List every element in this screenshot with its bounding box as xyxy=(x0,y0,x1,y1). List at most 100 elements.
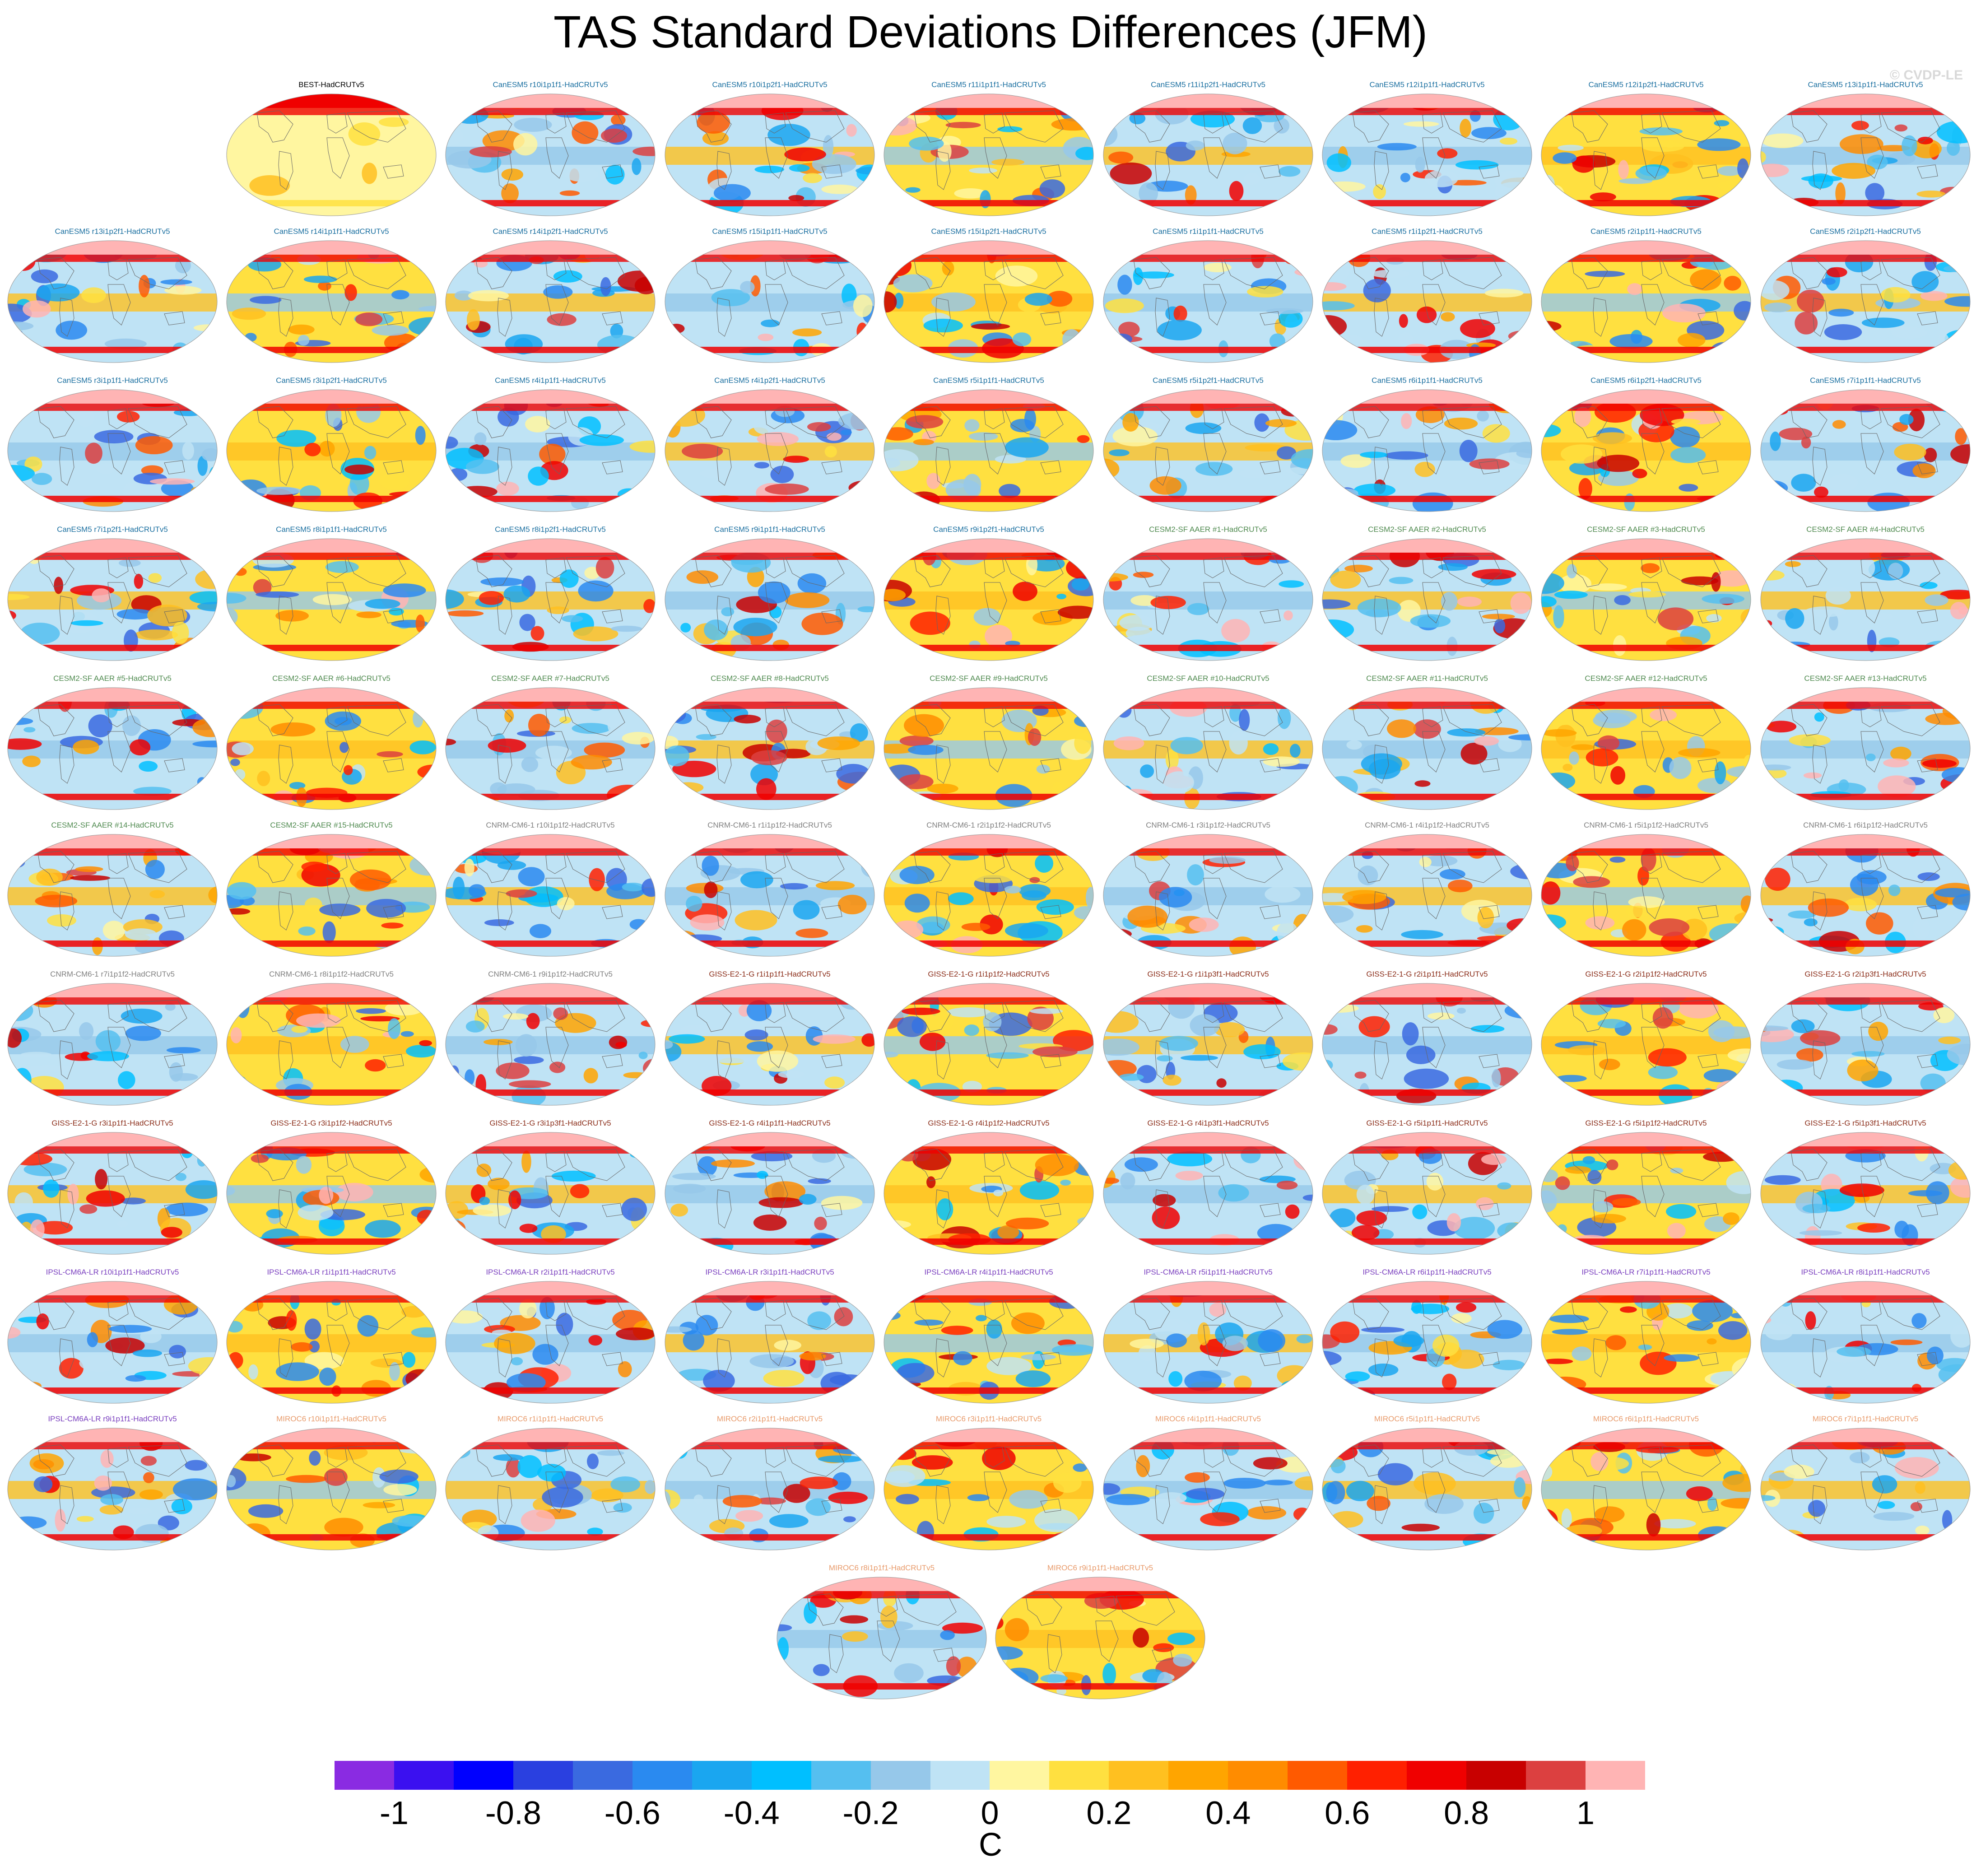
coastline xyxy=(1352,257,1389,289)
anomaly-blob xyxy=(145,860,165,879)
panel-title: CanESM5 r12i1p1f1-HadCRUTv5 xyxy=(1369,80,1485,89)
coastline xyxy=(765,706,786,727)
anomaly-blob xyxy=(600,277,611,296)
anomaly-blob xyxy=(1628,896,1665,908)
coastline xyxy=(935,1040,951,1080)
coastline xyxy=(1133,1444,1170,1477)
panel-title: GISS-E2-1-G r4i1p1f2-HadCRUTv5 xyxy=(928,1119,1050,1127)
anomaly-blob xyxy=(1346,1480,1374,1501)
map-border xyxy=(665,834,875,957)
anomaly-blob xyxy=(686,895,702,912)
anomaly-blob xyxy=(1353,484,1396,497)
anomaly-blob xyxy=(559,716,572,724)
coastline xyxy=(1223,555,1283,587)
anomaly-blob xyxy=(1057,605,1093,619)
anomaly-blob xyxy=(319,441,335,457)
anomaly-blob xyxy=(986,1319,1002,1339)
anomaly-blob xyxy=(1828,614,1838,631)
coastline xyxy=(347,1149,406,1181)
arctic-edge xyxy=(8,553,217,560)
southern-ocean-band xyxy=(1103,940,1313,947)
coastline xyxy=(128,851,187,883)
coastline xyxy=(1881,555,1940,587)
coastline xyxy=(37,555,74,587)
anomaly-blob xyxy=(1764,1175,1801,1185)
anomaly-blob xyxy=(999,484,1021,498)
anomaly-blob xyxy=(704,881,718,898)
map-panel: CanESM5 r8i1p2f1-HadCRUTv5 xyxy=(444,524,656,662)
coastline xyxy=(278,298,293,337)
anomaly-blob xyxy=(1019,1181,1060,1200)
anomaly-blob xyxy=(8,691,30,700)
anomaly-blob xyxy=(919,1033,946,1051)
anomaly-blob xyxy=(1285,1204,1300,1219)
coastline xyxy=(1422,1447,1443,1468)
coastline xyxy=(1422,259,1443,280)
anomaly-blob xyxy=(672,1173,716,1180)
anomaly-blob xyxy=(1942,795,1970,802)
anomaly-blob xyxy=(610,324,623,339)
anomaly-blob xyxy=(1122,413,1139,432)
coastline xyxy=(107,408,129,429)
panel-title: GISS-E2-1-G r4i1p1f1-HadCRUTv5 xyxy=(709,1119,831,1127)
anomaly-blob xyxy=(597,1450,624,1456)
anomaly-blob xyxy=(75,866,103,872)
panel-title: CanESM5 r5i1p1f1-HadCRUTv5 xyxy=(933,376,1044,385)
anomaly-blob xyxy=(298,926,316,936)
anomaly-blob xyxy=(506,889,537,898)
arctic-cap xyxy=(1322,1281,1532,1295)
map-panel: CanESM5 r13i1p1f1-HadCRUTv5 xyxy=(1759,79,1972,217)
anomaly-blob xyxy=(1692,1300,1733,1322)
coastline xyxy=(1917,460,1938,475)
anomaly-blob xyxy=(248,1504,284,1518)
anomaly-blob xyxy=(1024,408,1036,430)
robinson-map xyxy=(1322,538,1532,661)
anomaly-blob xyxy=(770,466,794,484)
anomaly-blob xyxy=(1074,732,1092,754)
anomaly-blob xyxy=(1799,1230,1842,1236)
anomaly-blob xyxy=(143,1472,154,1483)
anomaly-blob xyxy=(288,324,315,335)
anomaly-blob xyxy=(1064,540,1093,554)
arctic-edge xyxy=(1761,255,1970,262)
coastline xyxy=(1593,1040,1608,1080)
anomaly-blob xyxy=(1664,1354,1699,1362)
coastline xyxy=(1860,853,1882,874)
coastline xyxy=(1203,1176,1227,1217)
anomaly-blob xyxy=(291,1342,313,1352)
coastline xyxy=(1442,851,1502,883)
anomaly-blob xyxy=(1920,582,1938,589)
anomaly-blob xyxy=(199,1227,217,1235)
arctic-edge xyxy=(1761,997,1970,1005)
anomaly-blob xyxy=(1814,712,1824,722)
arctic-edge xyxy=(1761,1295,1970,1303)
anomaly-blob xyxy=(1005,437,1049,458)
coastline xyxy=(1442,1298,1502,1330)
anomaly-blob xyxy=(758,334,774,341)
anomaly-blob xyxy=(795,928,828,938)
coastline xyxy=(1422,878,1446,919)
anomaly-blob xyxy=(87,1332,98,1347)
arctic-cap xyxy=(227,688,436,702)
anomaly-blob xyxy=(941,1326,973,1335)
arctic-cap xyxy=(884,539,1093,553)
anomaly-blob xyxy=(185,1133,217,1150)
coastline xyxy=(1860,706,1882,727)
anomaly-blob xyxy=(365,1059,386,1072)
colorbar-tick-label: 0.8 xyxy=(1444,1795,1489,1831)
anomaly-blob xyxy=(969,168,997,174)
anomaly-blob xyxy=(722,1495,762,1508)
anomaly-blob xyxy=(1541,175,1555,194)
anomaly-blob xyxy=(418,306,436,312)
anomaly-blob xyxy=(448,468,468,481)
anomaly-blob xyxy=(967,1676,986,1693)
anomaly-blob xyxy=(1059,1434,1087,1444)
coastline xyxy=(545,112,567,134)
anomaly-blob xyxy=(325,561,359,573)
anomaly-blob xyxy=(1371,270,1410,278)
anomaly-blob xyxy=(1322,599,1351,609)
anomaly-blob xyxy=(122,715,141,736)
anomaly-blob xyxy=(383,1484,417,1496)
coastline xyxy=(1917,1203,1938,1217)
anomaly-blob xyxy=(507,1373,546,1392)
